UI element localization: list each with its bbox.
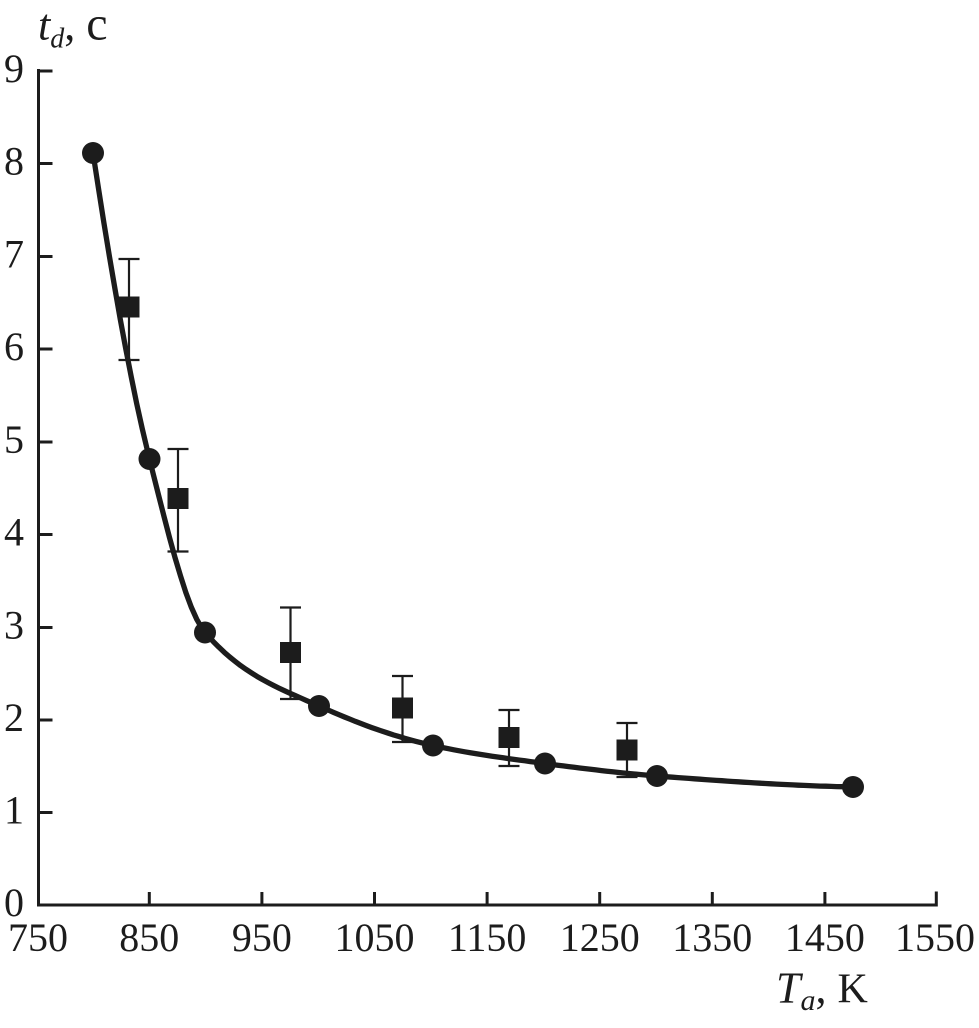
svg-text:1: 1	[4, 788, 24, 833]
svg-text:2: 2	[4, 695, 24, 740]
svg-text:1050: 1050	[335, 915, 415, 960]
svg-text:7: 7	[4, 232, 24, 277]
svg-text:td, c: td, c	[38, 0, 108, 55]
svg-text:1350: 1350	[672, 915, 752, 960]
svg-text:0: 0	[4, 880, 24, 925]
svg-text:1450: 1450	[785, 915, 865, 960]
svg-text:1550: 1550	[895, 915, 975, 960]
svg-text:9: 9	[4, 46, 24, 91]
svg-text:4: 4	[4, 510, 24, 555]
svg-text:6: 6	[4, 324, 24, 369]
svg-text:Ta, K: Ta, K	[776, 964, 868, 1018]
svg-text:3: 3	[4, 603, 24, 648]
svg-text:1250: 1250	[560, 915, 640, 960]
svg-text:750: 750	[8, 915, 68, 960]
svg-text:950: 950	[232, 915, 292, 960]
svg-text:8: 8	[4, 139, 24, 184]
svg-text:5: 5	[4, 417, 24, 462]
svg-text:1150: 1150	[448, 915, 527, 960]
svg-text:850: 850	[119, 915, 179, 960]
